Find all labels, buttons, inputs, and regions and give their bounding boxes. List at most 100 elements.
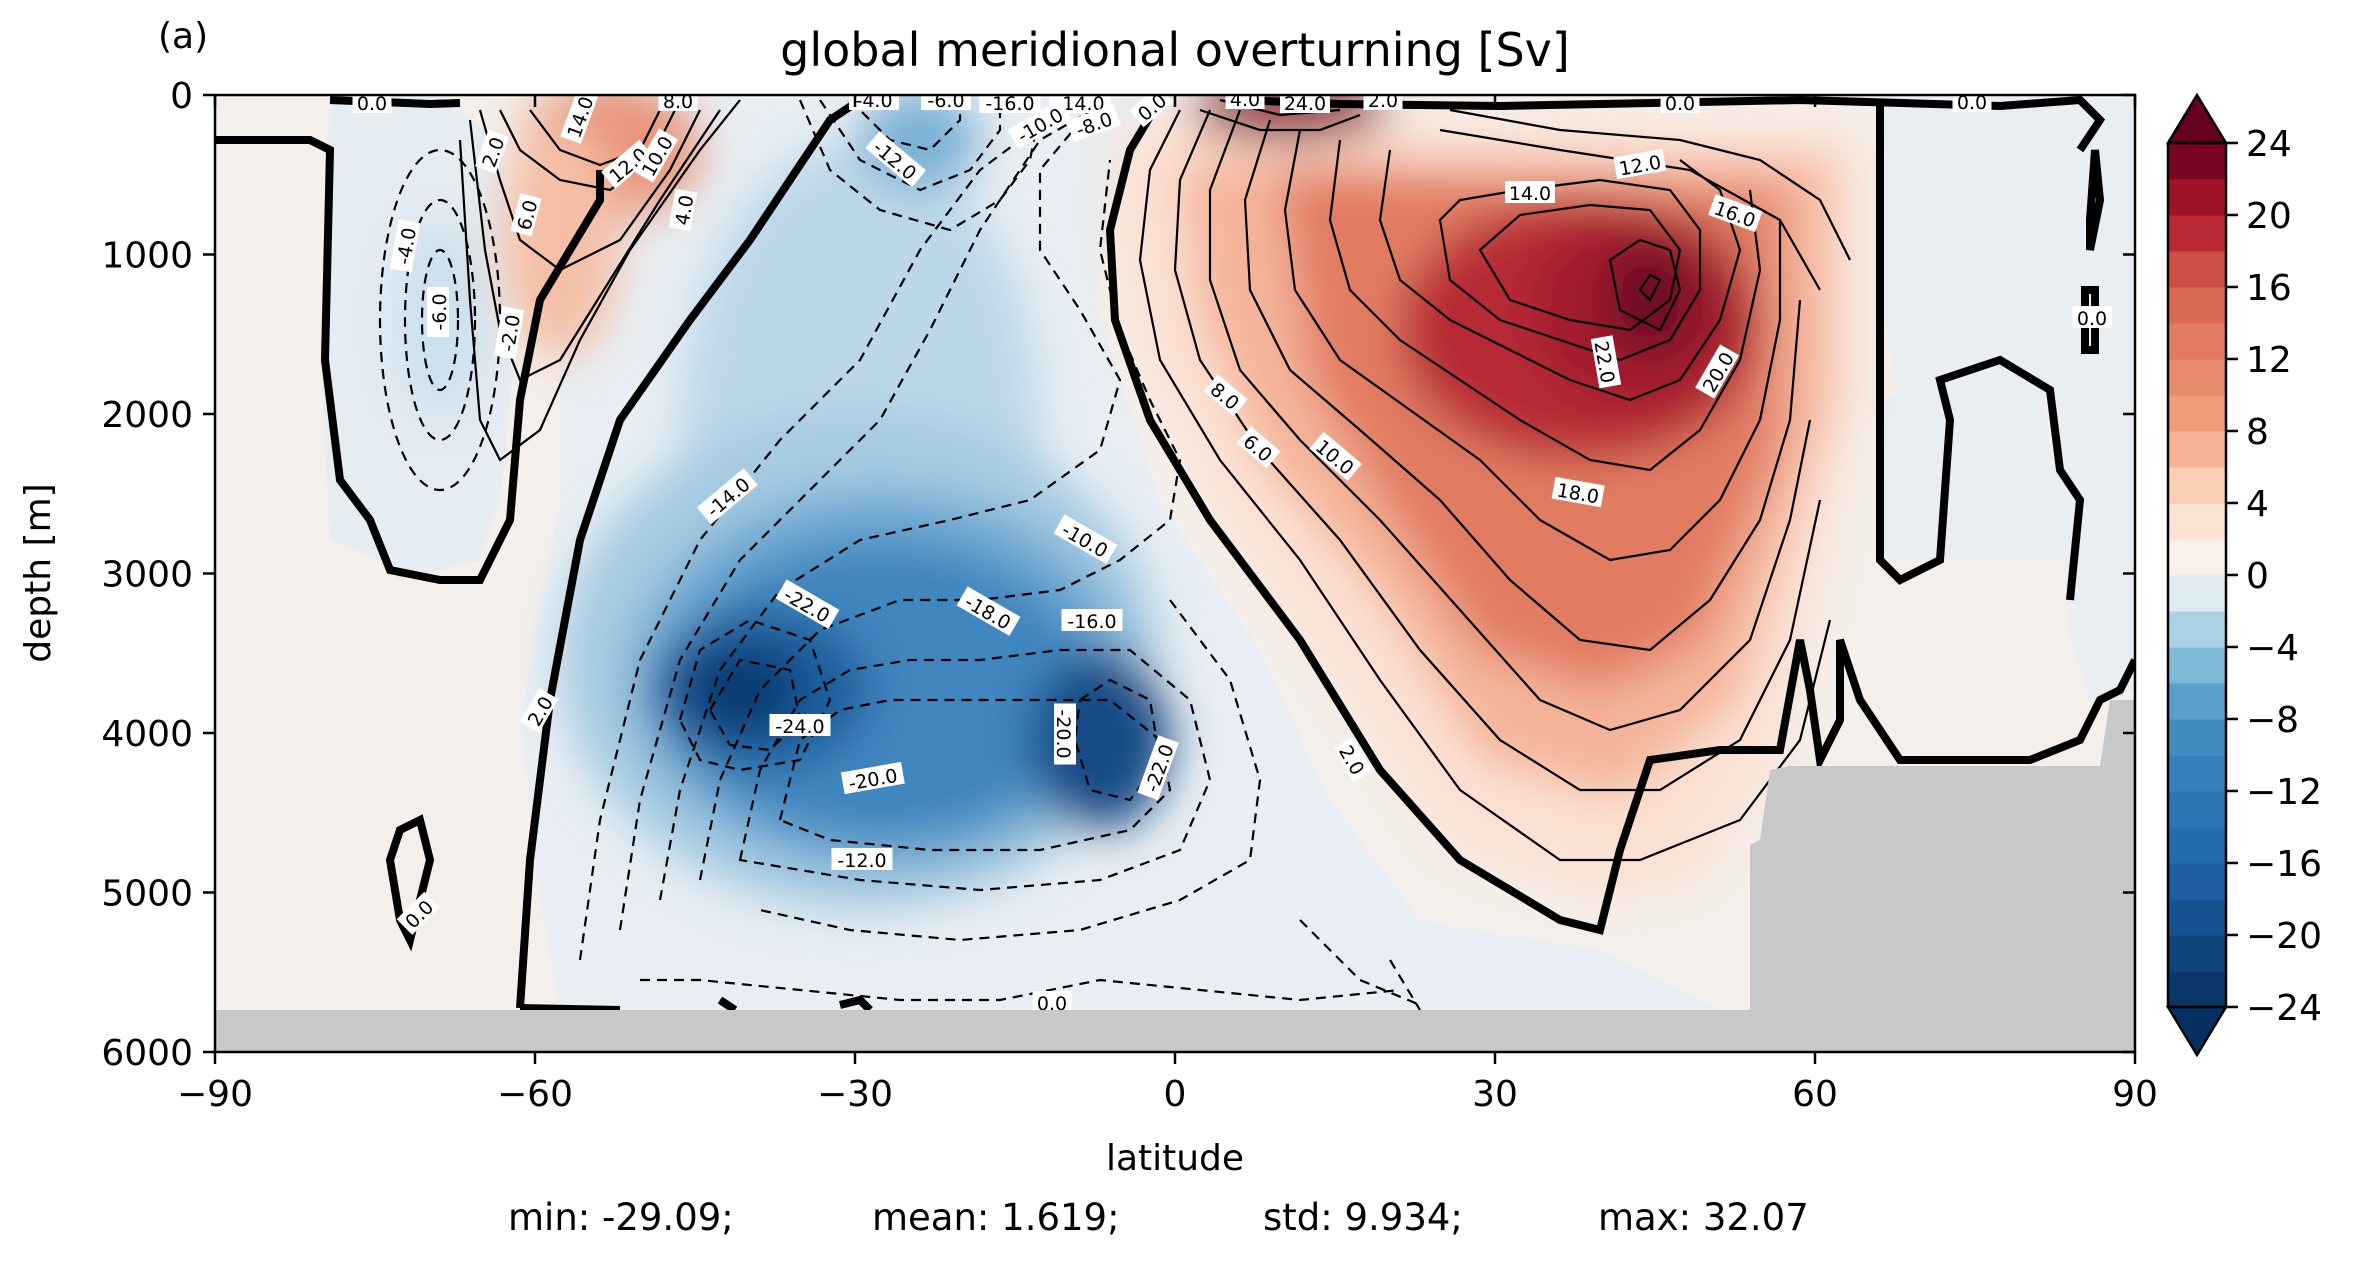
contour-label-bg bbox=[956, 586, 1021, 636]
contour-label: 12.0 bbox=[1613, 148, 1667, 180]
colorbar-band bbox=[2168, 719, 2226, 756]
y-tick-label: 3000 bbox=[101, 555, 193, 596]
contour-label-text: 0.0 bbox=[1037, 993, 1067, 1015]
colorbar-tick-label: −16 bbox=[2246, 844, 2322, 885]
x-axis: −90 −60 −30 0 30 60 90 bbox=[177, 95, 2158, 1115]
colorbar: 24 20 16 12 8 4 0 −4 −8 −12 −16 −20 −24 bbox=[2165, 92, 2322, 1058]
colorbar-band bbox=[2168, 143, 2226, 180]
colorbar-band bbox=[2168, 827, 2226, 864]
contour-label-text: -16.0 bbox=[985, 93, 1034, 115]
y-tick-label: 0 bbox=[170, 76, 193, 117]
contour-label: 24.0 bbox=[1280, 93, 1330, 115]
statistics-line: min: -29.09; mean: 1.619; std: 9.934; ma… bbox=[0, 1196, 2362, 1246]
colorbar-tick-label: −20 bbox=[2246, 916, 2322, 957]
contour-label-bg bbox=[1032, 991, 1072, 1013]
contour-label-bg bbox=[1203, 374, 1248, 417]
contour-label-bg bbox=[2072, 306, 2112, 328]
contour-label: 22.0 bbox=[1590, 335, 1622, 389]
contour-label-bg bbox=[668, 188, 698, 231]
colorbar-band bbox=[2168, 575, 2226, 612]
contour-label: 0.0 bbox=[1660, 93, 1700, 115]
colorbar-tick-label: −24 bbox=[2246, 988, 2322, 1029]
region-pacific-light bbox=[1880, 360, 2070, 560]
contour-label-text: 4.0 bbox=[672, 193, 699, 227]
contour-label: 8.0 bbox=[658, 91, 698, 113]
contour-label: -20.0 bbox=[1052, 703, 1076, 765]
contour-label-bg bbox=[1225, 95, 1265, 109]
contour-label-bg bbox=[1333, 737, 1373, 782]
contour-label: -16.0 bbox=[979, 93, 1041, 115]
colorbar-band bbox=[2168, 395, 2226, 432]
colorbar-band bbox=[2168, 755, 2226, 792]
colorbar-band bbox=[2168, 791, 2226, 828]
contour-label-bg bbox=[1137, 735, 1179, 801]
colorbar-band bbox=[2168, 251, 2226, 288]
contour-label-text: 0.0 bbox=[1665, 93, 1695, 115]
colorbar-band bbox=[2168, 611, 2226, 648]
contour-label-bg bbox=[865, 131, 927, 188]
contour-label-bg bbox=[519, 688, 559, 733]
contour-label: 0.0 bbox=[1952, 92, 1992, 114]
y-tick-label: 2000 bbox=[101, 395, 193, 436]
y-axis: 0 1000 2000 3000 4000 5000 6000 bbox=[101, 76, 2135, 1074]
x-tick-label: 0 bbox=[1164, 1074, 1187, 1115]
contour-label-bg bbox=[1066, 104, 1121, 142]
x-axis-label: latitude bbox=[1106, 1138, 1244, 1179]
colorbar-band bbox=[2168, 287, 2226, 324]
colorbar-tick-label: −8 bbox=[2246, 700, 2299, 741]
contour-labels: 0.0 8.014.02.06.012.010.04.0-4.0 -6.0 -16.0… bbox=[352, 90, 2112, 1015]
x-tick-label: 60 bbox=[1792, 1074, 1838, 1115]
colorbar-band bbox=[2168, 935, 2226, 972]
contour-label-bg bbox=[1054, 703, 1076, 765]
colorbar-band bbox=[2168, 467, 2226, 504]
contour-label-text: 14.0 bbox=[1509, 183, 1551, 205]
contour-label: -16.0 bbox=[1061, 609, 1123, 633]
plot-area: 0.0 8.014.02.06.012.010.04.0-4.0 -6.0 -16.0… bbox=[215, 90, 2135, 1052]
contour-label-bg bbox=[1660, 95, 1700, 113]
x-tick-label: −60 bbox=[497, 1074, 573, 1115]
contour-label: 2.0 bbox=[1363, 90, 1403, 112]
contour-label-bg bbox=[601, 139, 654, 189]
x-tick-label: 30 bbox=[1472, 1074, 1518, 1115]
contour-label-bg bbox=[1053, 514, 1118, 564]
contour-label: 0.0 bbox=[2072, 306, 2112, 330]
stat-max: max: 32.07 bbox=[1598, 1196, 1809, 1239]
topography-mask bbox=[215, 700, 2135, 1052]
colorbar-band bbox=[2168, 215, 2226, 252]
y-tick-label: 5000 bbox=[101, 874, 193, 915]
contour-label-bg bbox=[769, 714, 831, 736]
contour-label-bg bbox=[1695, 344, 1740, 399]
colorbar-band bbox=[2168, 971, 2226, 1008]
contour-label-bg bbox=[389, 219, 421, 273]
contour-label-text: 8.0 bbox=[663, 91, 693, 113]
contour-label: -20.0 bbox=[840, 761, 905, 795]
contour-label: 4.0 bbox=[1225, 95, 1265, 111]
contour-label: -24.0 bbox=[769, 714, 831, 738]
negative-contours bbox=[378, 99, 1421, 1011]
contour-label: 0.0 bbox=[352, 95, 392, 115]
contour-label-bg bbox=[1280, 95, 1330, 113]
contour-label-text: 2.0 bbox=[1368, 90, 1398, 112]
contour-label-bg bbox=[1551, 476, 1605, 508]
contour-label-bg bbox=[775, 579, 840, 629]
contour-label-bg bbox=[1505, 181, 1555, 203]
contour-label-text: 0.0 bbox=[2077, 308, 2107, 330]
colorbar-tick-label: 16 bbox=[2246, 268, 2292, 309]
contour-label-text: 0.0 bbox=[1957, 92, 1987, 114]
contour-label-bg bbox=[1363, 95, 1403, 110]
colorbar-band bbox=[2168, 323, 2226, 360]
colorbar-band bbox=[2168, 647, 2226, 684]
colorbar-band bbox=[2168, 179, 2226, 216]
contour-label-text: 24.0 bbox=[1284, 93, 1326, 115]
contour-label-bg bbox=[352, 95, 392, 113]
colorbar-band bbox=[2168, 863, 2226, 900]
contour-label-bg bbox=[831, 848, 893, 870]
stat-std: std: 9.934; bbox=[1263, 1196, 1463, 1239]
x-tick-label: 90 bbox=[2112, 1074, 2158, 1115]
contour-label: -6.0 bbox=[427, 287, 451, 337]
colorbar-extend-max bbox=[2165, 92, 2229, 145]
colorbar-tick-label: −4 bbox=[2246, 628, 2299, 669]
contour-label-bg bbox=[658, 95, 698, 111]
y-axis-label: depth [m] bbox=[18, 483, 59, 662]
contour-label-text: -14.0 bbox=[1055, 93, 1104, 115]
